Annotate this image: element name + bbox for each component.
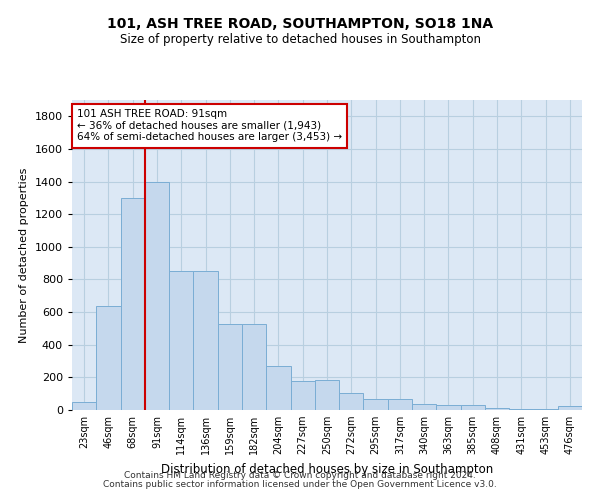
Y-axis label: Number of detached properties: Number of detached properties xyxy=(19,168,29,342)
Bar xyxy=(96,306,121,410)
Bar xyxy=(436,405,461,410)
Bar xyxy=(315,380,339,410)
Bar xyxy=(72,402,96,410)
X-axis label: Distribution of detached houses by size in Southampton: Distribution of detached houses by size … xyxy=(161,462,493,475)
Text: 101 ASH TREE ROAD: 91sqm
← 36% of detached houses are smaller (1,943)
64% of sem: 101 ASH TREE ROAD: 91sqm ← 36% of detach… xyxy=(77,110,342,142)
Bar xyxy=(339,393,364,410)
Bar xyxy=(218,324,242,410)
Bar xyxy=(485,408,509,410)
Text: 101, ASH TREE ROAD, SOUTHAMPTON, SO18 1NA: 101, ASH TREE ROAD, SOUTHAMPTON, SO18 1N… xyxy=(107,18,493,32)
Bar xyxy=(558,406,582,410)
Bar xyxy=(266,366,290,410)
Bar xyxy=(364,400,388,410)
Text: Contains HM Land Registry data © Crown copyright and database right 2024.: Contains HM Land Registry data © Crown c… xyxy=(124,471,476,480)
Bar xyxy=(242,324,266,410)
Bar xyxy=(533,409,558,410)
Text: Size of property relative to detached houses in Southampton: Size of property relative to detached ho… xyxy=(119,32,481,46)
Bar xyxy=(290,380,315,410)
Bar xyxy=(388,400,412,410)
Bar xyxy=(193,272,218,410)
Bar xyxy=(412,404,436,410)
Bar xyxy=(169,272,193,410)
Text: Contains public sector information licensed under the Open Government Licence v3: Contains public sector information licen… xyxy=(103,480,497,489)
Bar xyxy=(461,405,485,410)
Bar xyxy=(509,409,533,410)
Bar xyxy=(121,198,145,410)
Bar xyxy=(145,182,169,410)
